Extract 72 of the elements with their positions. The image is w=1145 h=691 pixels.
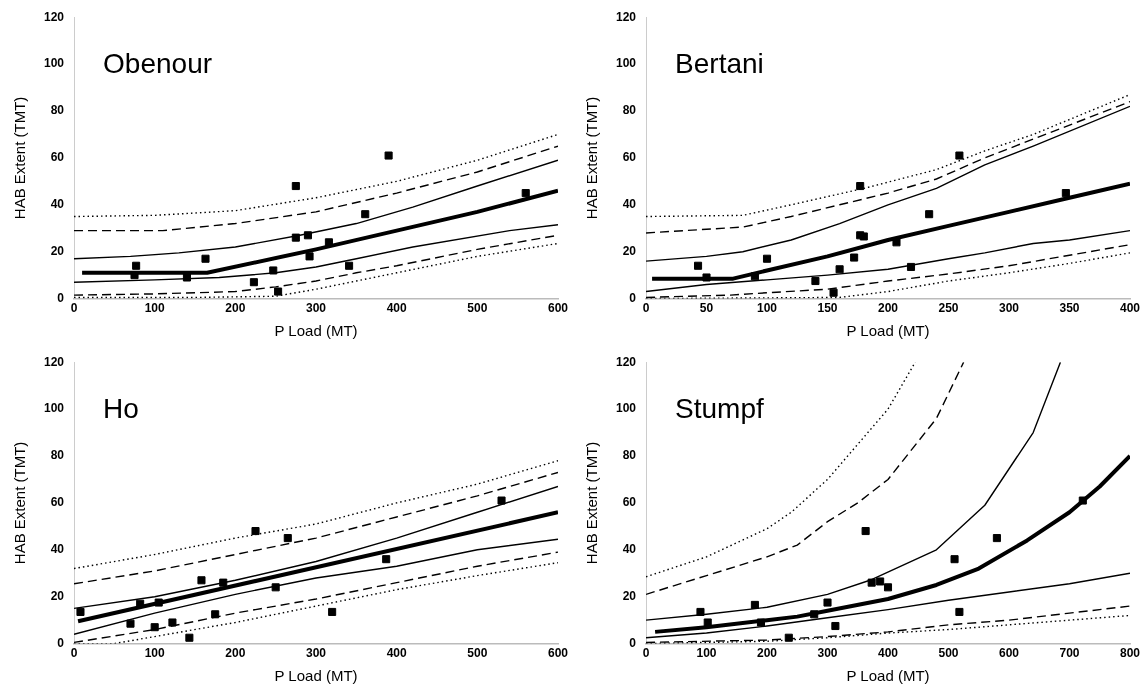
y-tick-label: 120 <box>615 9 637 24</box>
y-tick-label: 20 <box>50 589 65 604</box>
x-tick-label: 150 <box>817 301 838 316</box>
y-tick-label: 20 <box>50 244 65 259</box>
x-tick-label: 300 <box>306 646 327 661</box>
x-tick-label: 300 <box>817 646 838 661</box>
y-tick-label: 60 <box>50 495 65 510</box>
y-tick-label: 0 <box>629 290 637 305</box>
x-tick-label: 600 <box>547 646 569 661</box>
x-tick-label: 350 <box>1059 301 1080 316</box>
x-tick-label: 300 <box>998 301 1020 316</box>
x-tick-label: 700 <box>1059 646 1080 661</box>
x-tick-label: 0 <box>70 301 78 316</box>
x-tick-label: 100 <box>757 301 778 316</box>
x-tick-label: 0 <box>70 646 78 661</box>
x-tick-label: 600 <box>998 646 1020 661</box>
y-tick-label: 40 <box>50 197 65 212</box>
y-tick-label: 80 <box>50 448 65 463</box>
x-tick-label: 800 <box>1119 646 1141 661</box>
y-tick-label: 100 <box>615 56 637 71</box>
y-tick-label: 100 <box>43 56 65 71</box>
annotation: Stumpf <box>675 392 764 424</box>
y-tick-label: 40 <box>622 197 637 212</box>
x-tick-label: 400 <box>878 646 899 661</box>
y-tick-label: 80 <box>50 103 65 118</box>
y-tick-label: 120 <box>43 354 65 369</box>
x-tick-label: 200 <box>225 301 246 316</box>
x-axis-title: P Load (MT) <box>274 322 358 340</box>
x-axis-title: P Load (MT) <box>846 667 930 685</box>
y-tick-label: 60 <box>622 495 637 510</box>
y-tick-label: 40 <box>50 542 65 557</box>
x-tick-label: 300 <box>306 301 327 316</box>
y-axis-title: HAB Extent (TMT) <box>11 441 29 565</box>
x-axis-title: P Load (MT) <box>846 322 930 340</box>
x-tick-label: 100 <box>144 646 166 661</box>
annotation: Bertani <box>675 47 764 79</box>
x-tick-label: 600 <box>547 301 569 316</box>
x-tick-label: 400 <box>1119 301 1141 316</box>
y-tick-label: 60 <box>622 150 637 165</box>
y-tick-label: 40 <box>622 542 637 557</box>
y-axis-title: HAB Extent (TMT) <box>583 96 601 220</box>
x-tick-label: 100 <box>144 301 166 316</box>
y-tick-label: 100 <box>43 401 65 416</box>
x-axis-title: P Load (MT) <box>274 667 358 685</box>
y-axis-title: HAB Extent (TMT) <box>583 441 601 565</box>
annotation: Obenour <box>103 47 213 79</box>
x-tick-label: 400 <box>386 301 408 316</box>
y-tick-label: 60 <box>50 150 65 165</box>
x-tick-label: 200 <box>225 646 246 661</box>
y-tick-label: 0 <box>57 635 65 650</box>
x-tick-label: 200 <box>878 301 899 316</box>
x-tick-label: 0 <box>642 646 650 661</box>
x-tick-label: 500 <box>938 646 959 661</box>
x-tick-label: 50 <box>699 301 714 316</box>
x-tick-label: 500 <box>467 646 488 661</box>
x-tick-label: 0 <box>642 301 650 316</box>
x-tick-label: 200 <box>757 646 778 661</box>
y-tick-label: 80 <box>622 448 637 463</box>
y-axis-title: HAB Extent (TMT) <box>11 96 29 220</box>
y-tick-label: 0 <box>57 290 65 305</box>
y-tick-label: 20 <box>622 589 637 604</box>
annotation: Ho <box>103 392 139 424</box>
y-tick-label: 0 <box>629 635 637 650</box>
x-tick-label: 500 <box>467 301 488 316</box>
y-tick-label: 100 <box>615 401 637 416</box>
x-tick-label: 400 <box>386 646 408 661</box>
y-tick-label: 80 <box>622 103 637 118</box>
y-tick-label: 20 <box>622 244 637 259</box>
x-tick-label: 100 <box>696 646 717 661</box>
x-tick-label: 250 <box>938 301 959 316</box>
y-tick-label: 120 <box>615 354 637 369</box>
y-tick-label: 120 <box>43 9 65 24</box>
